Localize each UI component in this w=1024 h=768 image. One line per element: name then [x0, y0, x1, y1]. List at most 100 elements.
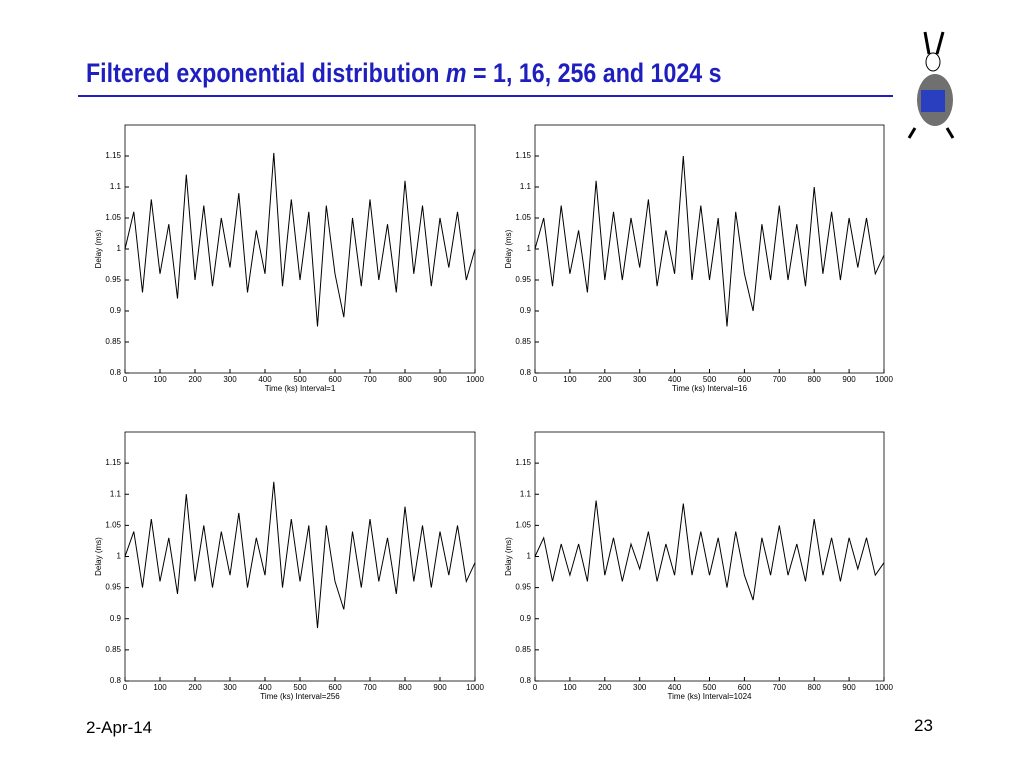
y-tick-label: 0.85 [105, 337, 121, 346]
y-tick-label: 0.85 [515, 337, 531, 346]
plot-area [124, 431, 476, 682]
y-tick-label: 0.9 [520, 306, 532, 315]
y-tick-label: 1.15 [105, 151, 121, 160]
y-tick-label: 1.15 [105, 458, 121, 467]
logo [907, 31, 955, 139]
data-line [124, 481, 476, 629]
x-tick-label: 900 [842, 683, 856, 692]
y-tick-label: 1.05 [105, 520, 121, 529]
x-tick-label: 700 [773, 375, 787, 384]
title-part: m [445, 58, 467, 88]
plot-area [534, 124, 885, 374]
x-tick-label: 600 [328, 375, 342, 384]
x-tick-label: 900 [433, 375, 447, 384]
y-tick-label: 0.8 [110, 676, 122, 685]
y-tick-label: 0.85 [515, 645, 531, 654]
x-tick-label: 500 [293, 683, 307, 692]
x-tick-label: 0 [533, 375, 538, 384]
x-tick-label: 800 [398, 683, 412, 692]
y-tick-label: 1 [117, 244, 122, 253]
x-tick-label: 100 [563, 375, 577, 384]
x-tick-label: 200 [188, 375, 202, 384]
y-tick-label: 0.9 [110, 614, 122, 623]
plot-area [534, 431, 885, 682]
x-tick-label: 800 [808, 683, 822, 692]
y-tick-label: 0.95 [515, 275, 531, 284]
x-tick-label: 600 [738, 683, 752, 692]
x-tick-label: 200 [188, 683, 202, 692]
x-tick-label: 400 [668, 375, 682, 384]
y-tick-label: 1.05 [515, 520, 531, 529]
y-tick-label: 0.85 [105, 645, 121, 654]
x-tick-label: 800 [808, 375, 822, 384]
y-tick-label: 1 [527, 552, 532, 561]
x-tick-label: 700 [363, 683, 377, 692]
x-tick-label: 300 [633, 683, 647, 692]
x-tick-label: 700 [773, 683, 787, 692]
y-tick-label: 1 [527, 244, 532, 253]
y-tick-label: 0.95 [105, 275, 121, 284]
y-axis-label: Delay (ms) [94, 537, 103, 576]
x-tick-label: 900 [842, 375, 856, 384]
x-tick-label: 900 [433, 683, 447, 692]
y-tick-label: 1 [117, 552, 122, 561]
x-tick-label: 1000 [875, 375, 893, 384]
x-tick-label: 300 [633, 375, 647, 384]
x-tick-label: 500 [703, 375, 717, 384]
x-tick-label: 0 [123, 683, 128, 692]
y-tick-label: 1.1 [110, 489, 122, 498]
x-tick-label: 700 [363, 375, 377, 384]
title-part: Filtered exponential distribution [86, 58, 446, 88]
y-tick-label: 0.9 [110, 306, 122, 315]
y-tick-label: 1.1 [520, 489, 532, 498]
x-tick-label: 0 [123, 375, 128, 384]
x-axis-label: Time (ks) Interval=1 [265, 384, 336, 393]
y-axis-label: Delay (ms) [94, 229, 103, 268]
x-tick-label: 400 [258, 375, 272, 384]
y-tick-label: 0.8 [520, 368, 532, 377]
x-tick-label: 100 [563, 683, 577, 692]
slide-title: Filtered exponential distribution m = 1,… [86, 58, 722, 89]
y-tick-label: 0.95 [105, 583, 121, 592]
page-number: 23 [914, 716, 933, 735]
y-tick-label: 0.8 [110, 368, 122, 377]
footer-date: 2-Apr-14 [86, 718, 153, 737]
x-tick-label: 200 [598, 683, 612, 692]
x-tick-label: 400 [668, 683, 682, 692]
x-tick-label: 300 [223, 683, 237, 692]
x-tick-label: 1000 [875, 683, 893, 692]
x-tick-label: 600 [328, 683, 342, 692]
y-tick-label: 1.15 [515, 151, 531, 160]
x-tick-label: 1000 [466, 683, 484, 692]
x-tick-label: 800 [398, 375, 412, 384]
title-underline [78, 95, 893, 97]
y-tick-label: 1.15 [515, 458, 531, 467]
data-line [124, 152, 476, 327]
plot-area [124, 124, 476, 374]
y-tick-label: 0.95 [515, 583, 531, 592]
x-tick-label: 600 [738, 375, 752, 384]
y-tick-label: 0.9 [520, 614, 532, 623]
data-line [534, 500, 885, 601]
x-tick-label: 0 [533, 683, 538, 692]
y-tick-label: 0.8 [520, 676, 532, 685]
x-tick-label: 200 [598, 375, 612, 384]
y-tick-label: 1.1 [110, 182, 122, 191]
data-line [534, 155, 885, 327]
x-tick-label: 500 [293, 375, 307, 384]
x-tick-label: 100 [153, 683, 167, 692]
x-tick-label: 100 [153, 375, 167, 384]
y-axis-label: Delay (ms) [504, 229, 513, 268]
title-part: = 1, 16, 256 and 1024 s [466, 58, 722, 88]
x-axis-label: Time (ks) Interval=256 [260, 692, 340, 701]
y-axis-label: Delay (ms) [504, 537, 513, 576]
y-tick-label: 1.1 [520, 182, 532, 191]
x-tick-label: 1000 [466, 375, 484, 384]
y-tick-label: 1.05 [105, 213, 121, 222]
x-tick-label: 500 [703, 683, 717, 692]
x-axis-label: Time (ks) Interval=16 [672, 384, 748, 393]
x-tick-label: 300 [223, 375, 237, 384]
x-axis-label: Time (ks) Interval=1024 [668, 692, 753, 701]
